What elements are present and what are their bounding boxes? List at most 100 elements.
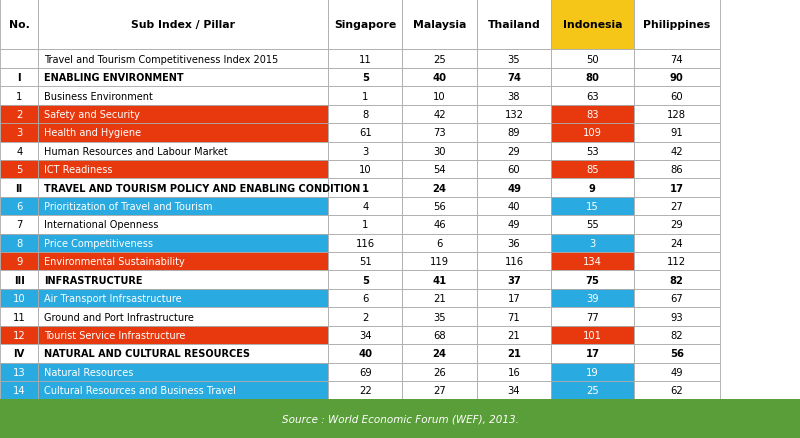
Text: 4: 4 bbox=[16, 146, 22, 156]
Text: 82: 82 bbox=[670, 330, 683, 340]
Text: 101: 101 bbox=[583, 330, 602, 340]
Text: 9: 9 bbox=[16, 257, 22, 267]
Bar bbox=[328, 381, 402, 399]
Bar bbox=[477, 326, 551, 344]
Bar bbox=[328, 87, 402, 106]
Bar bbox=[477, 344, 551, 363]
Text: Travel and Tourism Competitiveness Index 2015: Travel and Tourism Competitiveness Index… bbox=[44, 55, 278, 64]
Text: 5: 5 bbox=[362, 73, 369, 83]
Text: 74: 74 bbox=[507, 73, 521, 83]
Text: Tourist Service Infrastructure: Tourist Service Infrastructure bbox=[44, 330, 186, 340]
Bar bbox=[551, 69, 634, 87]
Text: 86: 86 bbox=[670, 165, 683, 175]
Bar bbox=[477, 124, 551, 142]
Bar bbox=[634, 363, 720, 381]
Bar bbox=[0, 363, 38, 381]
Bar bbox=[0, 234, 38, 252]
Bar bbox=[38, 234, 328, 252]
Bar bbox=[634, 50, 720, 69]
Bar bbox=[38, 198, 328, 216]
Bar bbox=[0, 289, 38, 307]
Bar bbox=[38, 307, 328, 326]
Bar bbox=[477, 234, 551, 252]
Text: ICT Readiness: ICT Readiness bbox=[44, 165, 113, 175]
Bar bbox=[328, 363, 402, 381]
Bar bbox=[328, 142, 402, 161]
Bar bbox=[328, 344, 402, 363]
Bar bbox=[402, 69, 477, 87]
Bar bbox=[38, 326, 328, 344]
Bar bbox=[477, 307, 551, 326]
Bar bbox=[402, 307, 477, 326]
Text: 74: 74 bbox=[670, 55, 683, 64]
Text: 71: 71 bbox=[508, 312, 520, 322]
Text: 4: 4 bbox=[362, 201, 368, 212]
Bar bbox=[0, 381, 38, 399]
Bar bbox=[38, 87, 328, 106]
Text: 30: 30 bbox=[434, 146, 446, 156]
Bar bbox=[328, 271, 402, 289]
Text: 11: 11 bbox=[13, 312, 26, 322]
Bar bbox=[328, 307, 402, 326]
Text: 35: 35 bbox=[434, 312, 446, 322]
Bar bbox=[551, 289, 634, 307]
Bar bbox=[551, 344, 634, 363]
Text: 25: 25 bbox=[586, 385, 598, 395]
Bar bbox=[634, 106, 720, 124]
Text: 34: 34 bbox=[508, 385, 520, 395]
Bar bbox=[38, 69, 328, 87]
Text: 6: 6 bbox=[437, 238, 442, 248]
Text: Thailand: Thailand bbox=[488, 20, 540, 30]
Text: 60: 60 bbox=[508, 165, 520, 175]
Text: 75: 75 bbox=[586, 275, 599, 285]
Text: 17: 17 bbox=[586, 349, 599, 359]
Bar bbox=[402, 0, 477, 50]
Bar bbox=[0, 69, 38, 87]
Bar bbox=[551, 307, 634, 326]
Text: Singapore: Singapore bbox=[334, 20, 396, 30]
Text: 2: 2 bbox=[16, 110, 22, 120]
Text: 1: 1 bbox=[362, 220, 368, 230]
Bar bbox=[0, 161, 38, 179]
Text: 56: 56 bbox=[434, 201, 446, 212]
Bar bbox=[402, 252, 477, 271]
Text: 6: 6 bbox=[362, 293, 368, 304]
Text: 27: 27 bbox=[670, 201, 683, 212]
Text: 9: 9 bbox=[589, 183, 596, 193]
Text: 119: 119 bbox=[430, 257, 449, 267]
Bar bbox=[38, 179, 328, 198]
Text: 35: 35 bbox=[508, 55, 520, 64]
Bar bbox=[634, 87, 720, 106]
Text: 14: 14 bbox=[13, 385, 26, 395]
Text: 134: 134 bbox=[583, 257, 602, 267]
Bar bbox=[634, 307, 720, 326]
Text: 39: 39 bbox=[586, 293, 598, 304]
Text: 90: 90 bbox=[670, 73, 684, 83]
Bar bbox=[328, 106, 402, 124]
Bar bbox=[0, 399, 800, 438]
Text: 6: 6 bbox=[16, 201, 22, 212]
Text: 55: 55 bbox=[586, 220, 598, 230]
Text: 27: 27 bbox=[434, 385, 446, 395]
Text: Source : World Economic Forum (WEF), 2013.: Source : World Economic Forum (WEF), 201… bbox=[282, 414, 518, 424]
Bar bbox=[634, 234, 720, 252]
Bar bbox=[551, 50, 634, 69]
Text: 34: 34 bbox=[359, 330, 371, 340]
Bar bbox=[477, 198, 551, 216]
Text: 42: 42 bbox=[434, 110, 446, 120]
Text: 116: 116 bbox=[505, 257, 523, 267]
Bar bbox=[551, 326, 634, 344]
Bar bbox=[551, 142, 634, 161]
Text: I: I bbox=[18, 73, 21, 83]
Text: 69: 69 bbox=[359, 367, 371, 377]
Bar bbox=[402, 50, 477, 69]
Bar bbox=[634, 198, 720, 216]
Text: 36: 36 bbox=[508, 238, 520, 248]
Bar bbox=[402, 161, 477, 179]
Bar bbox=[477, 50, 551, 69]
Bar bbox=[477, 87, 551, 106]
Text: Natural Resources: Natural Resources bbox=[44, 367, 134, 377]
Text: ENABLING ENVIRONMENT: ENABLING ENVIRONMENT bbox=[44, 73, 184, 83]
Bar bbox=[477, 69, 551, 87]
Bar bbox=[402, 326, 477, 344]
